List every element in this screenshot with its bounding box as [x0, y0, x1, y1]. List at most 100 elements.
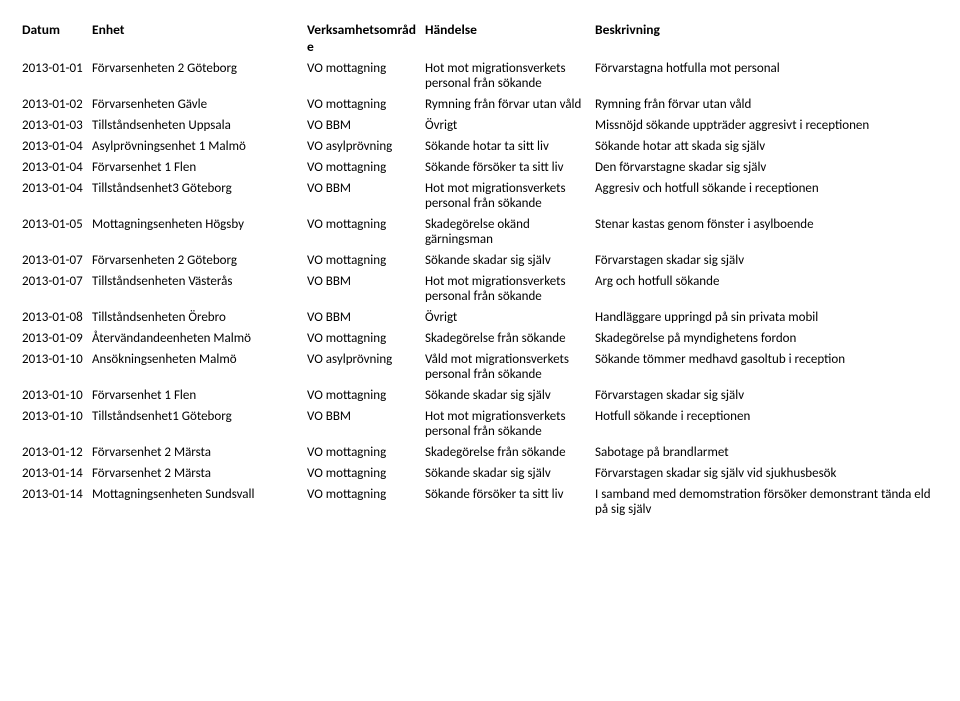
- cell-verks: VO mottagning: [307, 250, 425, 271]
- cell-beskr: Förvarstagna hotfulla mot personal: [595, 58, 938, 94]
- col-header-beskrivning: Beskrivning: [595, 18, 938, 58]
- cell-verks: VO mottagning: [307, 94, 425, 115]
- table-row: 2013-01-12Förvarsenhet 2 MärstaVO mottag…: [22, 442, 938, 463]
- col-header-datum: Datum: [22, 18, 92, 58]
- cell-datum: 2013-01-05: [22, 214, 92, 250]
- cell-beskr: Förvarstagen skadar sig själv vid sjukhu…: [595, 463, 938, 484]
- cell-beskr: Rymning från förvar utan våld: [595, 94, 938, 115]
- cell-datum: 2013-01-08: [22, 307, 92, 328]
- cell-enhet: Tillståndsenheten Örebro: [92, 307, 307, 328]
- cell-hand: Sökande skadar sig själv: [425, 463, 595, 484]
- cell-hand: Hot mot migrationsverkets personal från …: [425, 271, 595, 307]
- cell-beskr: Förvarstagen skadar sig själv: [595, 385, 938, 406]
- cell-verks: VO mottagning: [307, 157, 425, 178]
- cell-datum: 2013-01-12: [22, 442, 92, 463]
- table-row: 2013-01-04Asylprövningsenhet 1 MalmöVO a…: [22, 136, 938, 157]
- header-row: Datum Enhet Verksamhetsområde Händelse B…: [22, 18, 938, 58]
- cell-verks: VO mottagning: [307, 463, 425, 484]
- table-row: 2013-01-08Tillståndsenheten ÖrebroVO BBM…: [22, 307, 938, 328]
- cell-enhet: Förvarsenheten 2 Göteborg: [92, 58, 307, 94]
- cell-beskr: Missnöjd sökande uppträder aggresivt i r…: [595, 115, 938, 136]
- table-row: 2013-01-07Förvarsenheten 2 GöteborgVO mo…: [22, 250, 938, 271]
- cell-datum: 2013-01-10: [22, 406, 92, 442]
- cell-beskr: I samband med demomstration försöker dem…: [595, 484, 938, 520]
- table-row: 2013-01-02Förvarsenheten GävleVO mottagn…: [22, 94, 938, 115]
- cell-verks: VO mottagning: [307, 484, 425, 520]
- cell-verks: VO asylprövning: [307, 349, 425, 385]
- table-row: 2013-01-10Ansökningsenheten MalmöVO asyl…: [22, 349, 938, 385]
- cell-hand: Våld mot migrationsverkets personal från…: [425, 349, 595, 385]
- cell-beskr: Aggresiv och hotfull sökande i reception…: [595, 178, 938, 214]
- cell-verks: VO BBM: [307, 406, 425, 442]
- cell-beskr: Den förvarstagne skadar sig själv: [595, 157, 938, 178]
- cell-hand: Sökande hotar ta sitt liv: [425, 136, 595, 157]
- cell-verks: VO BBM: [307, 307, 425, 328]
- table-row: 2013-01-10Förvarsenhet 1 FlenVO mottagni…: [22, 385, 938, 406]
- col-header-enhet: Enhet: [92, 18, 307, 58]
- cell-hand: Sökande försöker ta sitt liv: [425, 157, 595, 178]
- cell-datum: 2013-01-07: [22, 271, 92, 307]
- cell-verks: VO mottagning: [307, 58, 425, 94]
- cell-beskr: Sabotage på brandlarmet: [595, 442, 938, 463]
- table-row: 2013-01-01Förvarsenheten 2 GöteborgVO mo…: [22, 58, 938, 94]
- cell-hand: Hot mot migrationsverkets personal från …: [425, 178, 595, 214]
- cell-enhet: Återvändandeenheten Malmö: [92, 328, 307, 349]
- cell-hand: Hot mot migrationsverkets personal från …: [425, 406, 595, 442]
- cell-enhet: Asylprövningsenhet 1 Malmö: [92, 136, 307, 157]
- cell-beskr: Arg och hotfull sökande: [595, 271, 938, 307]
- cell-hand: Övrigt: [425, 307, 595, 328]
- cell-verks: VO mottagning: [307, 385, 425, 406]
- cell-enhet: Förvarsenheten Gävle: [92, 94, 307, 115]
- cell-verks: VO asylprövning: [307, 136, 425, 157]
- cell-enhet: Förvarsenhet 1 Flen: [92, 157, 307, 178]
- cell-datum: 2013-01-01: [22, 58, 92, 94]
- cell-hand: Skadegörelse från sökande: [425, 442, 595, 463]
- cell-beskr: Handläggare uppringd på sin privata mobi…: [595, 307, 938, 328]
- cell-enhet: Tillståndsenheten Uppsala: [92, 115, 307, 136]
- cell-datum: 2013-01-14: [22, 463, 92, 484]
- cell-verks: VO BBM: [307, 115, 425, 136]
- cell-verks: VO mottagning: [307, 442, 425, 463]
- table-row: 2013-01-09Återvändandeenheten MalmöVO mo…: [22, 328, 938, 349]
- cell-beskr: Sökande tömmer medhavd gasoltub i recept…: [595, 349, 938, 385]
- incident-table: Datum Enhet Verksamhetsområde Händelse B…: [22, 18, 938, 520]
- table-row: 2013-01-03Tillståndsenheten UppsalaVO BB…: [22, 115, 938, 136]
- cell-beskr: Sökande hotar att skada sig själv: [595, 136, 938, 157]
- table-row: 2013-01-14Förvarsenhet 2 MärstaVO mottag…: [22, 463, 938, 484]
- cell-datum: 2013-01-04: [22, 136, 92, 157]
- cell-hand: Rymning från förvar utan våld: [425, 94, 595, 115]
- cell-hand: Hot mot migrationsverkets personal från …: [425, 58, 595, 94]
- cell-enhet: Tillståndsenhet1 Göteborg: [92, 406, 307, 442]
- table-row: 2013-01-05Mottagningsenheten HögsbyVO mo…: [22, 214, 938, 250]
- cell-enhet: Förvarsenhet 1 Flen: [92, 385, 307, 406]
- cell-enhet: Mottagningsenheten Högsby: [92, 214, 307, 250]
- table-row: 2013-01-04Förvarsenhet 1 FlenVO mottagni…: [22, 157, 938, 178]
- cell-beskr: Stenar kastas genom fönster i asylboende: [595, 214, 938, 250]
- cell-datum: 2013-01-10: [22, 349, 92, 385]
- cell-hand: Skadegörelse från sökande: [425, 328, 595, 349]
- cell-enhet: Förvarsenhet 2 Märsta: [92, 463, 307, 484]
- cell-datum: 2013-01-09: [22, 328, 92, 349]
- cell-datum: 2013-01-14: [22, 484, 92, 520]
- table-row: 2013-01-10Tillståndsenhet1 GöteborgVO BB…: [22, 406, 938, 442]
- table-row: 2013-01-04Tillståndsenhet3 GöteborgVO BB…: [22, 178, 938, 214]
- cell-verks: VO mottagning: [307, 214, 425, 250]
- cell-verks: VO BBM: [307, 178, 425, 214]
- cell-verks: VO mottagning: [307, 328, 425, 349]
- cell-hand: Sökande skadar sig själv: [425, 250, 595, 271]
- col-header-handelse: Händelse: [425, 18, 595, 58]
- cell-hand: Sökande skadar sig själv: [425, 385, 595, 406]
- table-row: 2013-01-14Mottagningsenheten SundsvallVO…: [22, 484, 938, 520]
- cell-enhet: Förvarsenheten 2 Göteborg: [92, 250, 307, 271]
- cell-datum: 2013-01-04: [22, 178, 92, 214]
- table-row: 2013-01-07Tillståndsenheten VästeråsVO B…: [22, 271, 938, 307]
- cell-enhet: Tillståndsenheten Västerås: [92, 271, 307, 307]
- cell-enhet: Mottagningsenheten Sundsvall: [92, 484, 307, 520]
- col-header-verksamhetsomrade: Verksamhetsområde: [307, 18, 425, 58]
- cell-enhet: Tillståndsenhet3 Göteborg: [92, 178, 307, 214]
- cell-datum: 2013-01-02: [22, 94, 92, 115]
- cell-hand: Sökande försöker ta sitt liv: [425, 484, 595, 520]
- cell-datum: 2013-01-07: [22, 250, 92, 271]
- table-body: 2013-01-01Förvarsenheten 2 GöteborgVO mo…: [22, 58, 938, 520]
- cell-beskr: Förvarstagen skadar sig själv: [595, 250, 938, 271]
